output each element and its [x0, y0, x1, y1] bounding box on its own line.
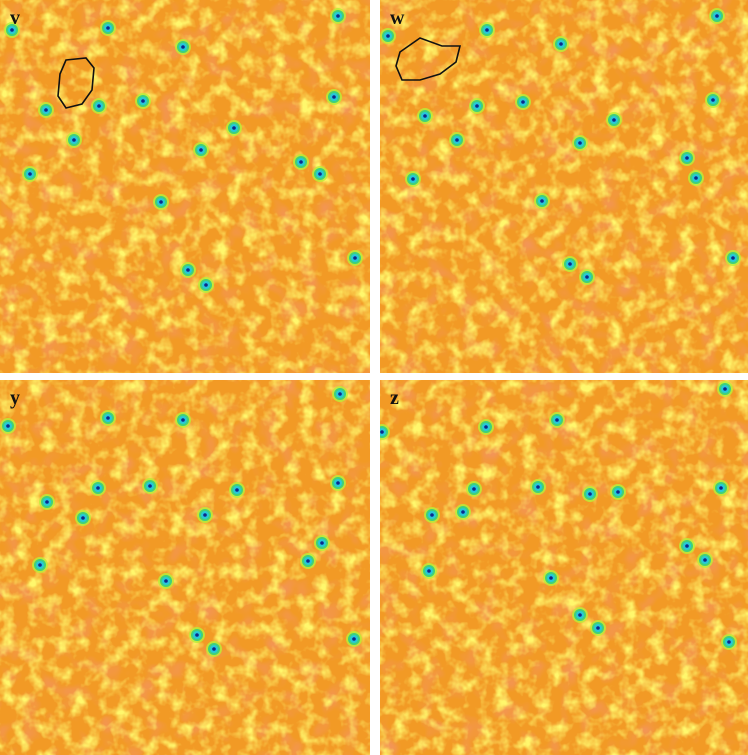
spot — [697, 552, 713, 568]
spot — [198, 277, 214, 293]
spot — [579, 269, 595, 285]
spot — [314, 535, 330, 551]
spot — [180, 262, 196, 278]
spot — [135, 93, 151, 109]
spot — [197, 507, 213, 523]
spot — [38, 102, 54, 118]
spot — [332, 386, 348, 402]
spot — [90, 480, 106, 496]
spot — [543, 570, 559, 586]
spot — [91, 98, 107, 114]
spot — [312, 166, 328, 182]
panel-image: z — [380, 380, 748, 755]
spot — [32, 557, 48, 573]
spot — [300, 553, 316, 569]
panel-label: z — [390, 387, 399, 409]
spot — [22, 166, 38, 182]
spot — [330, 8, 346, 24]
spot — [229, 482, 245, 498]
spot — [293, 154, 309, 170]
spot — [688, 170, 704, 186]
spot — [455, 504, 471, 520]
spot — [479, 22, 495, 38]
spot — [721, 634, 737, 650]
panel-image: y — [0, 380, 370, 755]
spot — [330, 475, 346, 491]
spot — [424, 507, 440, 523]
panel: w — [380, 0, 748, 373]
spot — [226, 120, 242, 136]
spot — [380, 28, 396, 44]
spot — [0, 418, 16, 434]
spot — [725, 250, 741, 266]
spot — [610, 484, 626, 500]
texture-yellow — [0, 0, 370, 373]
spot — [713, 480, 729, 496]
spot — [75, 510, 91, 526]
spot — [478, 419, 494, 435]
panel: z — [380, 380, 748, 755]
spot — [158, 573, 174, 589]
spot — [515, 94, 531, 110]
texture-yellow — [380, 0, 748, 373]
spot — [717, 381, 733, 397]
spot — [326, 89, 342, 105]
spot — [590, 620, 606, 636]
spot — [346, 631, 362, 647]
panel-image: v — [0, 0, 370, 373]
spot — [405, 171, 421, 187]
spot — [417, 108, 433, 124]
spot — [705, 92, 721, 108]
spot — [66, 132, 82, 148]
spot — [572, 607, 588, 623]
spot — [100, 410, 116, 426]
panel-image: w — [380, 0, 748, 373]
spot — [582, 486, 598, 502]
spot — [100, 20, 116, 36]
spot — [449, 132, 465, 148]
panel-label: w — [390, 7, 405, 29]
spot — [530, 479, 546, 495]
spot — [562, 256, 578, 272]
spot — [466, 481, 482, 497]
spot — [549, 412, 565, 428]
spot — [206, 641, 222, 657]
spot — [553, 36, 569, 52]
spot — [469, 98, 485, 114]
panel: y — [0, 380, 370, 755]
spot — [606, 112, 622, 128]
spot — [39, 494, 55, 510]
spot — [679, 538, 695, 554]
spot — [679, 150, 695, 166]
spot — [193, 142, 209, 158]
spot — [347, 250, 363, 266]
spot — [175, 412, 191, 428]
spot — [709, 8, 725, 24]
spot — [421, 563, 437, 579]
spot — [189, 627, 205, 643]
spot — [572, 135, 588, 151]
spot — [142, 478, 158, 494]
spot — [153, 194, 169, 210]
figure: v w y z — [0, 0, 748, 755]
texture-yellow — [0, 380, 370, 755]
panel-label: y — [10, 387, 20, 409]
spot — [534, 193, 550, 209]
panel-label: v — [10, 7, 20, 29]
panel: v — [0, 0, 370, 373]
spot — [175, 39, 191, 55]
